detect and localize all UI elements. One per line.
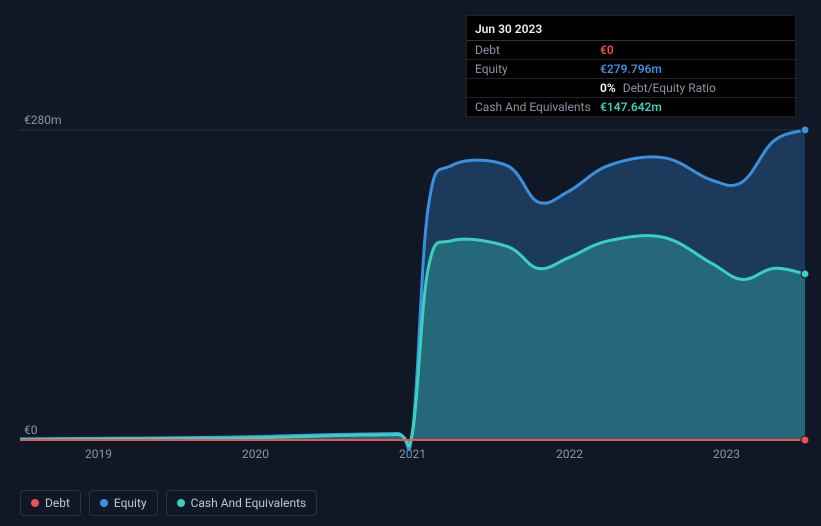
tooltip-row: 0% Debt/Equity Ratio <box>467 79 795 98</box>
svg-text:2023: 2023 <box>713 447 740 461</box>
svg-text:2019: 2019 <box>85 447 112 461</box>
legend-item-label: Cash And Equivalents <box>191 496 307 510</box>
legend-item-debt[interactable]: Debt <box>20 490 81 516</box>
chart-tooltip: Jun 30 2023 Debt€0Equity€279.796m0% Debt… <box>466 15 796 117</box>
tooltip-row-value: 0% Debt/Equity Ratio <box>600 81 716 95</box>
tooltip-row-label: Cash And Equivalents <box>475 100 600 114</box>
legend-dot-icon <box>177 499 185 507</box>
tooltip-row-value: €147.642m <box>600 100 662 114</box>
tooltip-row: Equity€279.796m <box>467 60 795 79</box>
tooltip-row-label: Debt <box>475 43 600 57</box>
legend-item-label: Equity <box>114 496 147 510</box>
legend-item-label: Debt <box>45 496 70 510</box>
tooltip-row: Cash And Equivalents€147.642m <box>467 98 795 116</box>
tooltip-row-label <box>475 81 600 95</box>
chart-legend: Debt Equity Cash And Equivalents <box>20 490 317 516</box>
svg-text:2020: 2020 <box>242 447 269 461</box>
tooltip-row: Debt€0 <box>467 41 795 60</box>
tooltip-row-suffix: Debt/Equity Ratio <box>620 81 716 95</box>
tooltip-date: Jun 30 2023 <box>467 16 795 41</box>
tooltip-row-label: Equity <box>475 62 600 76</box>
legend-dot-icon <box>31 499 39 507</box>
svg-text:€0: €0 <box>24 423 38 437</box>
legend-item-cash-and-equivalents[interactable]: Cash And Equivalents <box>166 490 318 516</box>
tooltip-row-value: €0 <box>600 43 614 57</box>
svg-text:€280m: €280m <box>24 113 62 127</box>
svg-text:2022: 2022 <box>556 447 583 461</box>
svg-text:2021: 2021 <box>399 447 426 461</box>
tooltip-row-value: €279.796m <box>600 62 662 76</box>
legend-dot-icon <box>100 499 108 507</box>
legend-item-equity[interactable]: Equity <box>89 490 158 516</box>
